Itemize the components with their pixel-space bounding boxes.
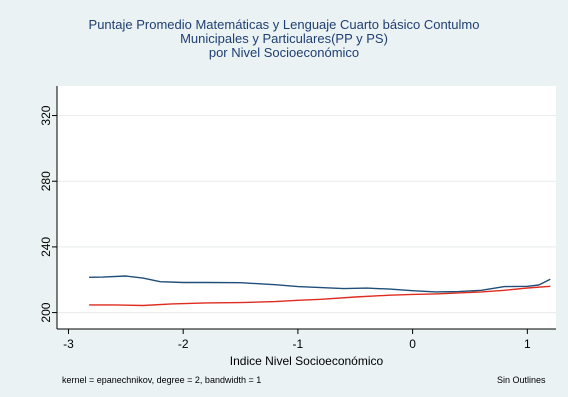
x-tick-label: -2 [178,337,189,351]
x-tick-label: -1 [293,337,304,351]
x-tick-label: 1 [524,337,531,351]
plot-background [57,86,556,329]
kernel-note: kernel = epanechnikov, degree = 2, bandw… [62,375,262,385]
outliers-note: Sin Outlines [497,375,546,385]
chart-title-line-1: Puntaje Promedio Matemáticas y Lenguaje … [88,17,480,32]
chart-title-line-3: por Nivel Socioeconómico [208,45,360,60]
x-axis-label: Indice Nivel Socioeconómico [230,354,384,368]
y-tick-label: 320 [39,105,53,125]
series-layer [89,275,551,307]
x-tick-label: 0 [409,337,416,351]
chart-title-line-2: Municipales y Particulares(PP y PS) [180,31,388,46]
series-line-2 [89,285,551,307]
y-tick-label: 280 [39,171,53,191]
y-tick-label: 240 [39,237,53,257]
y-tick-label: 200 [39,302,53,322]
x-tick-label: -3 [63,337,74,351]
grid-layer [57,115,556,314]
axes-layer: 200 240 280 320 -3 -2 -1 0 1 [39,86,556,351]
series-line-1 [89,275,551,293]
